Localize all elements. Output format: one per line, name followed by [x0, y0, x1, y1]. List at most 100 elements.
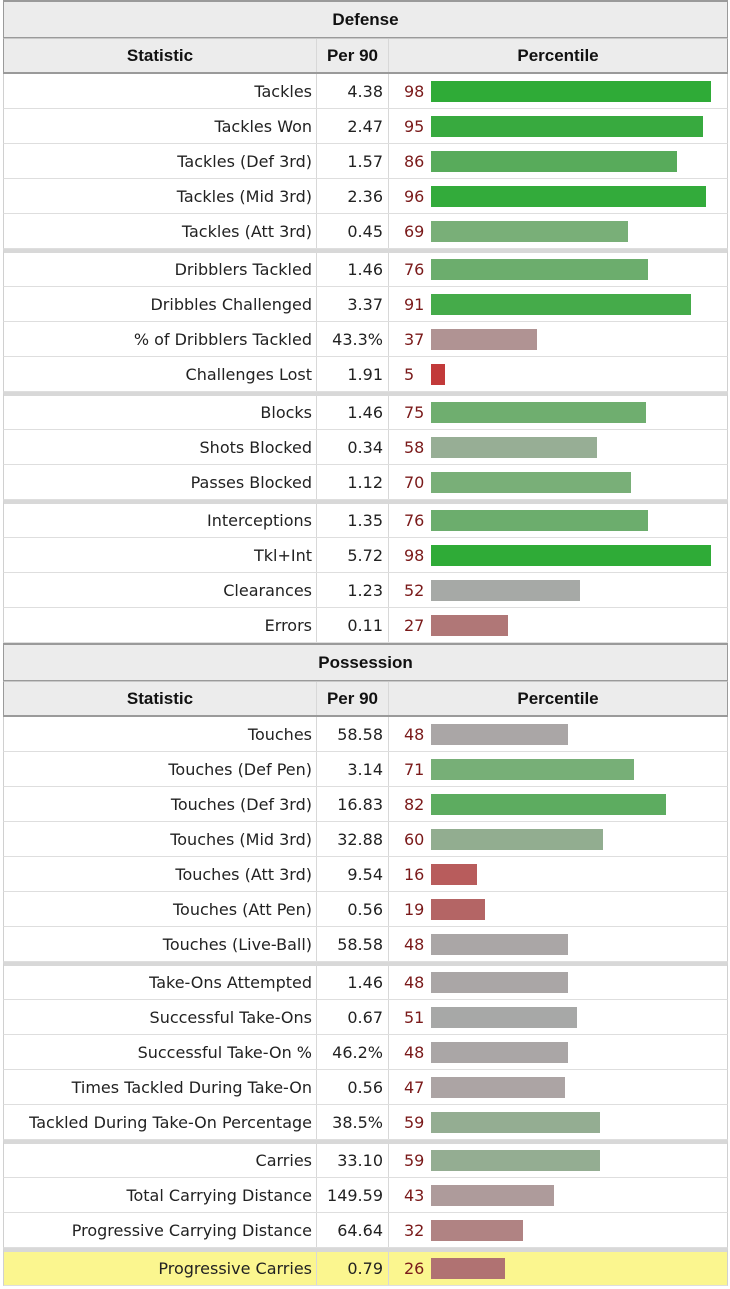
table-row: Tackles Won 2.47 95 [3, 109, 728, 144]
percentile-value: 76 [404, 260, 425, 279]
percentile-cell: 91 [388, 287, 727, 321]
percentile-cell: 60 [388, 822, 727, 856]
header-percentile[interactable]: Percentile [388, 682, 727, 715]
percentile-cell: 37 [388, 322, 727, 356]
table-row: Touches (Def Pen) 3.14 71 [3, 752, 728, 787]
percentile-bar [431, 972, 568, 993]
percentile-value: 76 [404, 511, 425, 530]
table-row: Passes Blocked 1.12 70 [3, 465, 728, 500]
per90-value: 2.47 [316, 109, 388, 143]
percentile-value: 48 [404, 724, 425, 744]
percentile-value: 48 [404, 934, 425, 954]
table-row: Successful Take-Ons 0.67 51 [3, 1000, 728, 1035]
header-per90[interactable]: Per 90 [316, 39, 388, 72]
percentile-bar [431, 80, 711, 102]
stat-label: Dribbles Challenged [150, 294, 312, 314]
table-row: Total Carrying Distance 149.59 43 [3, 1178, 728, 1213]
table-row: Tackles (Att 3rd) 0.45 69 [3, 214, 728, 249]
percentile-cell: 48 [388, 927, 727, 961]
percentile-bar [431, 1258, 505, 1279]
table-row: Progressive Carrying Distance 64.64 32 [3, 1213, 728, 1248]
per90-value: 1.46 [316, 253, 388, 286]
percentile-bar [431, 723, 568, 745]
stat-label: Tackles Won [214, 116, 312, 136]
table-row: Carries 33.10 59 [3, 1140, 728, 1178]
per90-value: 1.23 [316, 573, 388, 607]
stat-label: Total Carrying Distance [126, 1185, 312, 1205]
stat-label: Interceptions [207, 511, 312, 530]
table-row: % of Dribblers Tackled 43.3% 37 [3, 322, 728, 357]
header-per90[interactable]: Per 90 [316, 682, 388, 715]
percentile-value: 47 [404, 1077, 425, 1097]
stat-label: Take-Ons Attempted [149, 973, 312, 992]
table-header-row: Statistic Per 90 Percentile [3, 38, 728, 74]
percentile-value: 32 [404, 1220, 425, 1240]
stat-label: % of Dribblers Tackled [133, 329, 312, 349]
percentile-value: 86 [404, 151, 425, 171]
percentile-bar [431, 220, 628, 242]
percentile-cell: 59 [388, 1144, 727, 1177]
percentile-value: 27 [404, 615, 425, 635]
header-statistic[interactable]: Statistic [126, 45, 194, 65]
stat-label: Blocks [260, 403, 312, 422]
stat-label: Dribblers Tackled [174, 260, 312, 279]
percentile-value: 37 [404, 329, 425, 349]
percentile-cell: 82 [388, 787, 727, 821]
percentile-value: 71 [404, 759, 425, 779]
per90-value: 38.5% [316, 1105, 388, 1139]
percentile-bar [431, 150, 677, 172]
percentile-value: 5 [404, 364, 415, 384]
percentile-value: 59 [404, 1112, 425, 1132]
section-title: Defense [3, 0, 728, 38]
per90-value: 33.10 [316, 1144, 388, 1177]
stat-label: Passes Blocked [190, 472, 312, 492]
percentile-value: 58 [404, 437, 425, 457]
table-row: Touches (Live-Ball) 58.58 48 [3, 927, 728, 962]
percentile-bar [431, 293, 691, 315]
percentile-value: 82 [404, 794, 425, 814]
percentile-bar [431, 898, 485, 920]
header-percentile[interactable]: Percentile [388, 39, 727, 72]
per90-value: 1.12 [316, 465, 388, 499]
stat-label: Touches (Att Pen) [172, 899, 312, 919]
percentile-bar [431, 863, 477, 885]
percentile-bar [431, 828, 603, 850]
percentile-cell: 52 [388, 573, 727, 607]
percentile-bar [431, 579, 580, 601]
percentile-bar [431, 510, 648, 531]
stat-label: Tackles (Def 3rd) [177, 151, 312, 171]
percentile-cell: 16 [388, 857, 727, 891]
percentile-cell: 96 [388, 179, 727, 213]
percentile-value: 96 [404, 186, 425, 206]
percentile-cell: 98 [388, 74, 727, 108]
percentile-cell: 69 [388, 214, 727, 248]
percentile-bar [431, 185, 706, 207]
per90-value: 58.58 [316, 927, 388, 961]
percentile-value: 26 [404, 1259, 425, 1278]
percentile-value: 43 [404, 1185, 425, 1205]
percentile-bar [431, 1219, 523, 1241]
stat-label: Tackles (Att 3rd) [181, 221, 312, 241]
table-row: Blocks 1.46 75 [3, 392, 728, 430]
stat-label: Touches [247, 724, 312, 744]
per90-value: 4.38 [316, 74, 388, 108]
table-row: Tackles (Def 3rd) 1.57 86 [3, 144, 728, 179]
percentile-cell: 48 [388, 717, 727, 751]
percentile-value: 48 [404, 973, 425, 992]
percentile-cell: 75 [388, 396, 727, 429]
stat-label: Touches (Live-Ball) [162, 934, 312, 954]
stat-label: Challenges Lost [185, 364, 312, 384]
table-row: Times Tackled During Take-On 0.56 47 [3, 1070, 728, 1105]
stat-label: Tkl+Int [253, 545, 312, 565]
table-row: Dribblers Tackled 1.46 76 [3, 249, 728, 287]
table-row: Clearances 1.23 52 [3, 573, 728, 608]
percentile-cell: 43 [388, 1178, 727, 1212]
percentile-bar [431, 1076, 565, 1098]
table-row: Progressive Carries 0.79 26 [3, 1248, 728, 1286]
percentile-cell: 5 [388, 357, 727, 391]
header-statistic[interactable]: Statistic [126, 688, 194, 708]
percentile-bar [431, 544, 711, 566]
percentile-cell: 76 [388, 253, 727, 286]
percentile-value: 91 [404, 294, 425, 314]
percentile-value: 16 [404, 864, 425, 884]
